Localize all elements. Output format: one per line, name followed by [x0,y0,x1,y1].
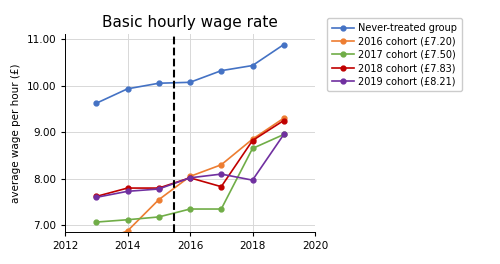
Never-treated group [93,102,99,105]
2019 cohort (£8.21) [93,196,99,199]
Line: 2018 cohort (£7.83): 2018 cohort (£7.83) [94,118,286,199]
2019 cohort (£8.21) [250,178,256,182]
Legend: Never-treated group, 2016 cohort (£7.20), 2017 cohort (£7.50), 2018 cohort (£7.8: Never-treated group, 2016 cohort (£7.20)… [328,18,462,91]
2019 cohort (£8.21) [156,187,162,191]
2017 cohort (£7.50) [281,133,287,136]
2019 cohort (£8.21) [187,176,193,180]
Never-treated group [281,43,287,46]
2016 cohort (£7.20) [124,229,130,233]
2019 cohort (£8.21) [218,172,224,176]
2018 cohort (£7.83) [156,186,162,190]
2017 cohort (£7.50) [218,208,224,211]
2018 cohort (£7.83) [281,119,287,122]
2017 cohort (£7.50) [250,147,256,150]
Never-treated group [124,87,130,90]
2016 cohort (£7.20) [187,175,193,178]
Line: 2019 cohort (£8.21): 2019 cohort (£8.21) [94,132,286,200]
Never-treated group [218,69,224,72]
2019 cohort (£8.21) [281,133,287,136]
Y-axis label: average wage per hour (£): average wage per hour (£) [11,64,21,203]
Line: 2017 cohort (£7.50): 2017 cohort (£7.50) [94,132,286,224]
Never-treated group [156,82,162,85]
Never-treated group [187,81,193,84]
2016 cohort (£7.20) [250,138,256,141]
2017 cohort (£7.50) [93,220,99,224]
Line: 2016 cohort (£7.20): 2016 cohort (£7.20) [94,116,286,245]
2016 cohort (£7.20) [156,198,162,201]
2017 cohort (£7.50) [187,208,193,211]
Title: Basic hourly wage rate: Basic hourly wage rate [102,15,278,30]
2016 cohort (£7.20) [218,163,224,166]
2017 cohort (£7.50) [156,215,162,219]
2019 cohort (£8.21) [124,190,130,193]
2018 cohort (£7.83) [218,185,224,188]
Never-treated group [250,64,256,67]
2016 cohort (£7.20) [281,117,287,120]
2016 cohort (£7.20) [93,241,99,244]
2017 cohort (£7.50) [124,218,130,221]
2018 cohort (£7.83) [250,139,256,142]
Line: Never-treated group: Never-treated group [94,42,286,106]
2018 cohort (£7.83) [124,186,130,190]
2018 cohort (£7.83) [93,195,99,198]
2018 cohort (£7.83) [187,176,193,180]
